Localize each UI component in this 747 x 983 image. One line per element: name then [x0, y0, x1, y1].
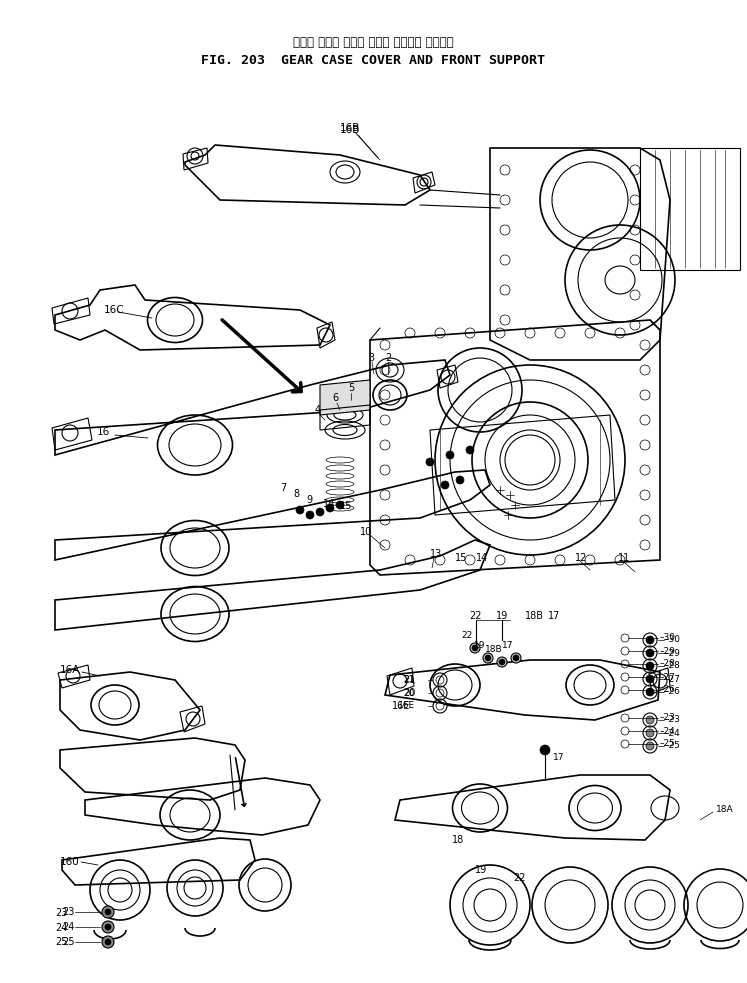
- Circle shape: [646, 729, 654, 737]
- Text: –27: –27: [665, 674, 681, 683]
- Text: 14: 14: [476, 553, 489, 563]
- Text: 22: 22: [462, 631, 473, 641]
- Text: 24: 24: [55, 923, 67, 933]
- Text: 10: 10: [360, 527, 372, 537]
- Circle shape: [102, 936, 114, 948]
- Text: 17: 17: [502, 642, 514, 651]
- Circle shape: [511, 653, 521, 663]
- Text: 11: 11: [618, 553, 630, 563]
- Circle shape: [646, 636, 654, 644]
- Text: –25: –25: [660, 739, 676, 748]
- Circle shape: [102, 906, 114, 918]
- Text: –24: –24: [660, 726, 676, 735]
- Circle shape: [105, 924, 111, 930]
- Text: 13: 13: [430, 549, 442, 559]
- Text: 5: 5: [348, 383, 354, 393]
- Text: 19: 19: [475, 865, 487, 875]
- Text: ギヤー ケース カバー および フロント サポート: ギヤー ケース カバー および フロント サポート: [293, 35, 453, 48]
- Text: 18A: 18A: [716, 805, 734, 815]
- Text: 17: 17: [548, 611, 560, 621]
- Text: 23: 23: [55, 908, 67, 918]
- Text: 20: 20: [403, 688, 416, 698]
- Text: 2: 2: [385, 353, 391, 363]
- Text: 15: 15: [455, 553, 468, 563]
- Circle shape: [472, 645, 478, 651]
- Circle shape: [426, 458, 434, 466]
- Text: 18B: 18B: [486, 646, 503, 655]
- Circle shape: [646, 688, 654, 696]
- Text: –27: –27: [660, 672, 676, 681]
- Text: 25: 25: [62, 937, 75, 947]
- Text: –28: –28: [660, 660, 676, 668]
- Text: 17: 17: [553, 754, 565, 763]
- Text: 4: 4: [315, 405, 321, 415]
- Circle shape: [316, 508, 324, 516]
- Text: –26: –26: [665, 687, 681, 697]
- Text: –30: –30: [660, 633, 676, 643]
- Text: 14: 14: [323, 499, 335, 509]
- Circle shape: [446, 451, 454, 459]
- Text: –23: –23: [665, 716, 681, 724]
- Text: 18: 18: [452, 835, 464, 845]
- Text: –24: –24: [665, 728, 681, 737]
- Text: 22: 22: [469, 611, 481, 621]
- Circle shape: [485, 655, 491, 661]
- Circle shape: [483, 653, 493, 663]
- Circle shape: [646, 742, 654, 750]
- Circle shape: [441, 481, 449, 489]
- Circle shape: [456, 476, 464, 484]
- Text: 21: 21: [403, 675, 415, 684]
- Text: –29: –29: [665, 649, 681, 658]
- Circle shape: [646, 649, 654, 657]
- Polygon shape: [320, 380, 370, 415]
- Text: 160: 160: [60, 857, 80, 867]
- Text: 16B: 16B: [340, 123, 360, 133]
- Text: 16B: 16B: [340, 125, 360, 135]
- Circle shape: [105, 939, 111, 945]
- Text: –30: –30: [665, 635, 681, 645]
- Text: 21: 21: [403, 675, 416, 685]
- Text: 19: 19: [474, 642, 486, 651]
- Text: –29: –29: [660, 647, 676, 656]
- Text: 3: 3: [368, 353, 374, 363]
- Text: 16E: 16E: [398, 702, 415, 711]
- Text: 16A: 16A: [60, 665, 81, 675]
- Text: 16: 16: [97, 427, 111, 437]
- Circle shape: [540, 745, 550, 755]
- Text: 22: 22: [513, 873, 525, 883]
- Text: 23: 23: [62, 907, 75, 917]
- Text: 24: 24: [62, 922, 75, 932]
- Text: 20: 20: [403, 688, 415, 698]
- Text: 18B: 18B: [525, 611, 544, 621]
- Circle shape: [105, 909, 111, 915]
- Circle shape: [466, 446, 474, 454]
- Text: –23: –23: [660, 714, 676, 723]
- Text: 25: 25: [55, 937, 67, 947]
- Text: 9: 9: [306, 495, 312, 505]
- Text: –25: –25: [665, 741, 681, 750]
- Circle shape: [306, 511, 314, 519]
- Text: FIG. 203  GEAR CASE COVER AND FRONT SUPPORT: FIG. 203 GEAR CASE COVER AND FRONT SUPPO…: [201, 53, 545, 67]
- Text: 12: 12: [575, 553, 587, 563]
- Text: 16E: 16E: [391, 701, 410, 711]
- Circle shape: [470, 643, 480, 653]
- Circle shape: [646, 662, 654, 670]
- Text: 6: 6: [332, 393, 338, 403]
- Circle shape: [646, 675, 654, 683]
- Text: 16C: 16C: [104, 305, 125, 315]
- Circle shape: [497, 657, 507, 667]
- Circle shape: [102, 921, 114, 933]
- Circle shape: [499, 659, 505, 665]
- Text: 19: 19: [496, 611, 508, 621]
- Circle shape: [296, 506, 304, 514]
- Circle shape: [646, 716, 654, 724]
- Text: –28: –28: [665, 662, 681, 670]
- Text: 15: 15: [340, 501, 353, 511]
- Circle shape: [336, 501, 344, 509]
- Text: –26: –26: [660, 685, 676, 695]
- Circle shape: [326, 504, 334, 512]
- Circle shape: [513, 655, 519, 661]
- Text: 8: 8: [293, 489, 299, 499]
- Text: 7: 7: [280, 483, 286, 493]
